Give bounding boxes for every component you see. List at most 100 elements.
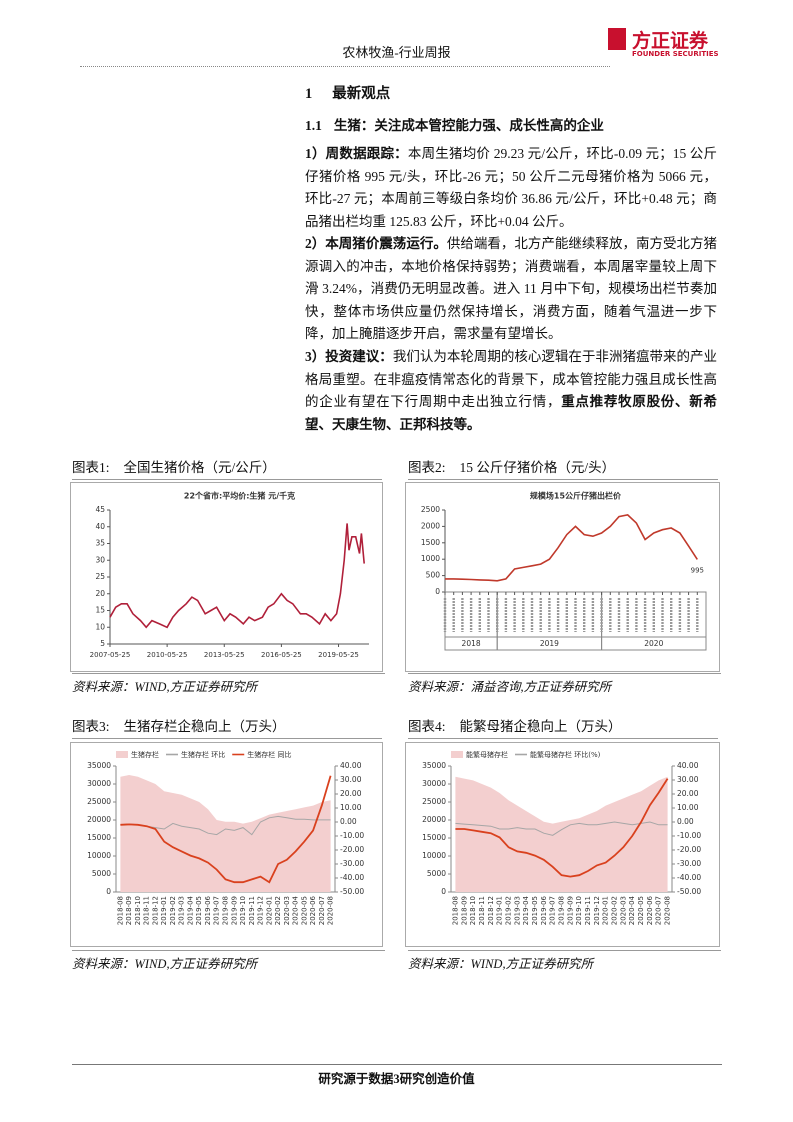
line-series	[455, 778, 669, 878]
chart: 0 5000 10000 15000 20000 25000 30000 35000 -50.0…	[405, 742, 720, 947]
subsection-heading: 1.1 生猪：关注成本管控能力强、成长性高的企业	[305, 114, 604, 134]
subsection-number: 1.1	[305, 118, 322, 133]
x-tick-label: 2019-07	[213, 896, 221, 925]
x-tick-label: 2020-01	[602, 896, 610, 925]
x-group-label: 2019	[540, 639, 559, 648]
y-tick-label: 5000	[92, 869, 111, 878]
y2-tick-label: -30.00	[677, 859, 701, 868]
x-tick-label: 2019-06	[540, 895, 548, 925]
x-tick-label: 2019-10	[575, 896, 583, 925]
y-tick-label: 2000	[421, 521, 440, 530]
x-tick-label: 2018-10	[134, 896, 142, 925]
x-tick-label: 2018-08	[451, 896, 459, 925]
x-tick-label: 2019-03	[178, 896, 186, 925]
chart-frame	[405, 482, 720, 672]
paragraph: 3）投资建议：我们认为本轮周期的核心逻辑在于非洲猪瘟带来的产业格局重塑。在非瘟疫…	[305, 346, 717, 436]
x-tick-label: 2020-02	[274, 896, 282, 925]
x-tick-label: 2019-07	[549, 896, 557, 925]
y2-tick-label: 0.00	[340, 817, 357, 826]
x-tick-label: 2019-02	[504, 896, 512, 925]
y-tick-label: 0	[441, 887, 446, 896]
chart-title: 规模场15公斤仔猪出栏价	[530, 491, 622, 501]
footer-text: 研究源于数据3研究创造价值	[318, 1072, 475, 1086]
figure-caption: 图表2: 15 公斤仔猪价格（元/头）	[408, 456, 718, 480]
legend-label: 生猪存栏 同比	[247, 750, 291, 759]
paragraph-lead: 1）周数据跟踪：	[305, 146, 408, 161]
x-tick-label: 2019-08	[558, 896, 566, 925]
x-tick-label: 2019-01	[496, 896, 504, 925]
y-tick-label: 500	[426, 571, 441, 580]
x-group-label: 2020	[644, 639, 663, 648]
y-tick-label: 40	[95, 522, 105, 531]
x-tick-label: 2020-04	[628, 895, 636, 925]
paragraph-lead: 3）投资建议：	[305, 349, 393, 364]
x-tick-label: 2019-10	[239, 896, 247, 925]
x-tick-label: 2018-11	[143, 896, 151, 925]
y2-tick-label: -20.00	[677, 845, 701, 854]
legend-swatch	[451, 751, 463, 758]
figure-label: 图表1:	[72, 460, 110, 475]
y2-tick-label: -10.00	[677, 831, 701, 840]
y-tick-label: 25000	[87, 797, 111, 806]
x-tick-label: 2019-12	[257, 896, 265, 925]
x-tick-label: 2019-11	[584, 896, 592, 925]
y2-tick-label: -20.00	[340, 845, 364, 854]
logo-mark	[608, 28, 626, 50]
figure-caption: 图表1: 全国生猪价格（元/公斤）	[72, 456, 382, 480]
y-tick-label: 45	[95, 505, 105, 514]
figure-title: 全国生猪价格（元/公斤）	[123, 460, 276, 475]
x-group-label: 2018	[462, 639, 481, 648]
x-tick-label: 2019-09	[230, 896, 238, 925]
section-number: 1	[305, 86, 313, 102]
subsection-title: 生猪：关注成本管控能力强、成长性高的企业	[333, 118, 604, 133]
x-tick-label: 2018-10	[469, 896, 477, 925]
paragraph-lead: 2）本周猪价震荡运行。	[305, 236, 447, 251]
y2-tick-label: 20.00	[677, 789, 699, 798]
x-tick-label: 2018-09	[125, 896, 133, 925]
x-tick-label: 2018-12	[487, 896, 495, 925]
chart: 0 5000 10000 15000 20000 25000 30000 35000 -50.0…	[70, 742, 383, 947]
legend-label: 生猪存栏 环比	[181, 750, 225, 759]
y-tick-label: 30000	[87, 779, 111, 788]
x-tick-label: 2020-03	[283, 896, 291, 925]
y-tick-label: 20000	[422, 815, 446, 824]
x-tick-label: 2020-04	[292, 895, 300, 925]
y-tick-label: 5	[100, 639, 105, 648]
figure-label: 图表4:	[408, 719, 446, 734]
legend-label: 生猪存栏	[131, 750, 159, 759]
x-tick-label: 2013-05-25	[204, 651, 245, 659]
x-tick-label: 2020-06	[646, 895, 654, 925]
y2-tick-label: -50.00	[677, 887, 701, 896]
paragraph-text: 本周生猪均价 29.23 元/公斤，环比-0.09 元；15 公斤仔猪价格 99…	[305, 146, 718, 229]
x-tick-label: 2016-05-25	[261, 651, 302, 659]
line-series	[120, 775, 332, 884]
figure-source: 资料来源：WIND,方正证券研究所	[72, 950, 385, 972]
y-tick-label: 35000	[422, 761, 446, 770]
data-label: 995	[691, 566, 704, 574]
x-tick-label: 2019-04	[186, 895, 194, 925]
x-tick-label: 2019-05-25	[318, 651, 359, 659]
x-tick-label: 2020-05	[300, 896, 308, 925]
y2-tick-label: -50.00	[340, 887, 364, 896]
x-tick-label: 2019-12	[593, 896, 601, 925]
x-tick-label: 2018-08	[116, 896, 124, 925]
y2-tick-label: 10.00	[340, 803, 362, 812]
paragraph: 2）本周猪价震荡运行。供给端看，北方产能继续释放，南方受北方猪源调入的冲击，本地…	[305, 233, 717, 346]
y2-tick-label: 20.00	[340, 789, 362, 798]
y-tick-label: 15000	[87, 833, 111, 842]
x-tick-label: 2019-09	[566, 896, 574, 925]
area-series	[120, 775, 331, 892]
paragraph-emphasis: 重点推荐牧原股份、新希望、天康生物、正邦科技等。	[305, 394, 718, 432]
x-tick-label: 2020-07	[318, 896, 326, 925]
x-tick-label: 2020-03	[619, 896, 627, 925]
section-heading: 1 最新观点	[305, 82, 390, 103]
figure-title: 生猪存栏企稳向上（万头）	[123, 719, 286, 734]
y-tick-label: 15000	[422, 833, 446, 842]
figure-caption: 图表4: 能繁母猪企稳向上（万头）	[408, 715, 718, 739]
y-tick-label: 10	[95, 622, 105, 631]
x-tick-label: 2020-07	[655, 896, 663, 925]
figure-title: 15 公斤仔猪价格（元/头）	[459, 460, 616, 475]
chart: 22个省市:平均价:生猪 元/千克 5 10 15 20 25 30 35 40 45 2007-0…	[70, 482, 383, 672]
y-tick-label: 15	[95, 606, 105, 615]
y2-tick-label: 30.00	[677, 775, 699, 784]
